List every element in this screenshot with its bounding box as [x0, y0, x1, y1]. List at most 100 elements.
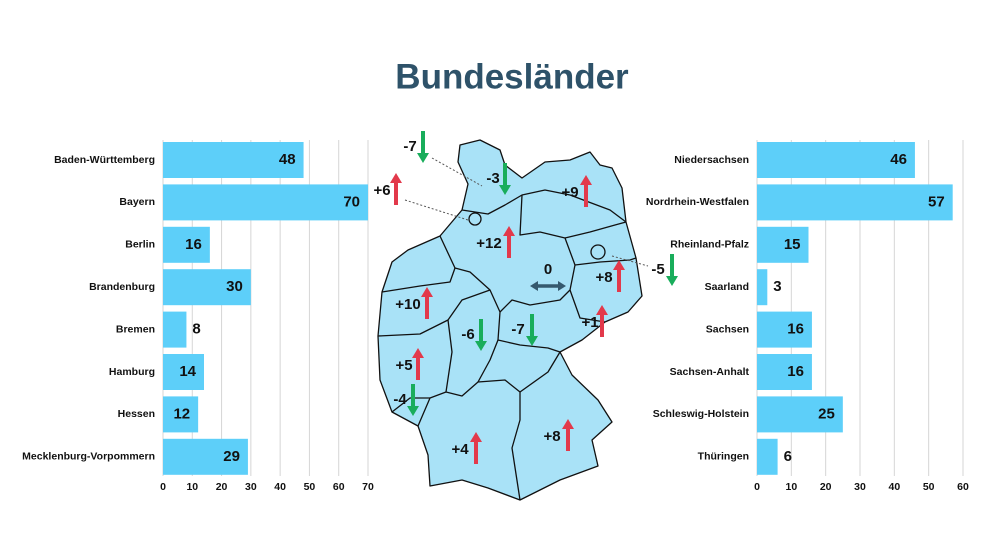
- bar: [163, 354, 204, 390]
- change-label: +9: [561, 184, 578, 201]
- bar: [757, 184, 953, 221]
- arrow-head: [580, 175, 592, 185]
- region-border: [519, 351, 561, 393]
- x-tick-label: 30: [245, 481, 257, 493]
- change-label: -5: [651, 261, 664, 278]
- category-label: Berlin: [125, 239, 155, 251]
- value-label: 48: [279, 151, 296, 168]
- category-label: Rheinland-Pfalz: [670, 239, 749, 251]
- value-label: 16: [787, 321, 804, 338]
- category-label: Thüringen: [698, 451, 749, 463]
- bar: [757, 226, 809, 263]
- bar: [163, 438, 248, 475]
- bar: [757, 354, 812, 390]
- category-label: Sachsen-Anhalt: [670, 366, 750, 378]
- region-border: [445, 319, 521, 501]
- bar: [757, 142, 915, 178]
- x-tick-label: 10: [186, 481, 198, 493]
- change-label: +12: [476, 235, 501, 252]
- value-label: 8: [192, 321, 200, 338]
- value-label: 70: [343, 193, 360, 210]
- change-label: -4: [393, 391, 407, 408]
- arrow-head: [499, 185, 511, 195]
- bar: [757, 311, 812, 348]
- region-border: [477, 339, 499, 383]
- change-label: -7: [403, 138, 416, 155]
- region-border: [574, 257, 637, 266]
- value-label: 29: [223, 448, 240, 465]
- x-tick-label: 40: [888, 481, 900, 493]
- arrow-head: [666, 276, 678, 286]
- leader-line: [404, 199, 469, 221]
- arrow-head: [417, 153, 429, 163]
- category-label: Hessen: [118, 408, 155, 420]
- category-label: Schleswig-Holstein: [653, 408, 749, 420]
- value-label: 16: [185, 236, 202, 253]
- region-border: [439, 235, 561, 353]
- category-label: Bayern: [119, 196, 155, 208]
- x-tick-label: 50: [304, 481, 316, 493]
- change-label: +4: [451, 441, 469, 458]
- category-label: Mecklenburg-Vorpommern: [22, 451, 155, 463]
- x-tick-label: 50: [923, 481, 935, 493]
- x-tick-label: 20: [216, 481, 228, 493]
- arrow-head: [613, 260, 625, 270]
- x-tick-label: 60: [957, 481, 969, 493]
- x-tick-label: 40: [274, 481, 286, 493]
- x-tick-label: 0: [754, 481, 760, 493]
- bar-chart: 0 10 20 30 40 50 60 70 Baden-Württemberg 48 Bayern…: [22, 140, 374, 493]
- change-label: +6: [373, 182, 390, 199]
- arrow-head: [562, 419, 574, 429]
- category-label: Brandenburg: [89, 281, 155, 293]
- value-label: 30: [226, 278, 243, 295]
- change-label: +10: [395, 296, 420, 313]
- bar: [163, 396, 199, 433]
- region-border: [381, 267, 456, 293]
- value-label: 25: [818, 405, 835, 422]
- x-tick-label: 70: [362, 481, 374, 493]
- hamburg: [468, 212, 482, 226]
- region-border: [569, 289, 606, 323]
- arrow-head: [558, 281, 566, 291]
- berlin: [590, 244, 606, 260]
- arrow-head: [475, 341, 487, 351]
- value-label: 14: [179, 363, 196, 380]
- bar: [757, 269, 768, 306]
- change-label: 0: [544, 261, 552, 278]
- x-tick-label: 30: [854, 481, 866, 493]
- region-border: [499, 194, 576, 313]
- bar: [163, 311, 187, 348]
- region-border: [461, 189, 627, 223]
- arrow-head: [503, 226, 515, 236]
- bar: [163, 142, 304, 178]
- category-label: Niedersachsen: [674, 154, 749, 166]
- arrow-head: [530, 281, 538, 291]
- change-label: +8: [595, 269, 612, 286]
- change-label: -7: [511, 321, 524, 338]
- change-label: +5: [395, 357, 412, 374]
- arrow-head: [390, 173, 402, 183]
- value-label: 3: [773, 278, 781, 295]
- category-label: Nordrhein-Westfalen: [646, 196, 749, 208]
- value-label: 15: [784, 236, 801, 253]
- category-label: Baden-Württemberg: [54, 154, 155, 166]
- leader-line: [431, 157, 483, 187]
- category-label: Hamburg: [109, 366, 155, 378]
- map: [377, 139, 649, 501]
- title: Bundesländer: [395, 57, 629, 96]
- value-label: 6: [784, 448, 792, 465]
- arrow-head: [470, 432, 482, 442]
- arrow-head: [596, 305, 608, 315]
- x-tick-label: 60: [333, 481, 345, 493]
- region-border: [564, 221, 627, 239]
- arrow-head: [526, 336, 538, 346]
- value-label: 16: [787, 363, 804, 380]
- region-border: [391, 397, 430, 413]
- arrow-head: [421, 287, 433, 297]
- change-label: +1: [581, 314, 598, 331]
- x-tick-label: 0: [160, 481, 166, 493]
- arrow-head: [412, 348, 424, 358]
- bar-chart: 0 10 20 30 40 50 60 Niedersachsen 46 Nordrhein-We…: [646, 140, 969, 493]
- bar: [757, 438, 778, 475]
